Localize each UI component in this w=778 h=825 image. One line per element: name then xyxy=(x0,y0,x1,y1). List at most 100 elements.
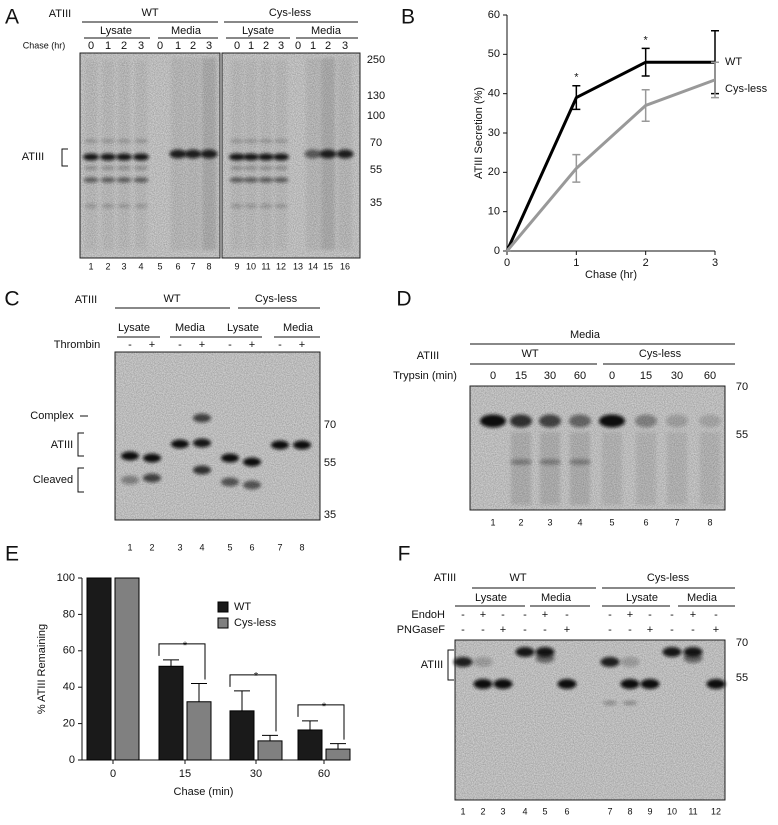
gel-band xyxy=(193,413,211,423)
treatment-time: 30 xyxy=(544,370,556,382)
lane-number: 7 xyxy=(190,261,195,271)
chase-time: 0 xyxy=(234,40,240,52)
mw-marker: 130 xyxy=(367,90,385,102)
gel-band xyxy=(569,459,591,465)
lane-number: 3 xyxy=(177,542,182,552)
gel-band xyxy=(599,414,625,428)
lane-number: 14 xyxy=(308,261,318,271)
y-tick-label: 20 xyxy=(488,166,500,178)
gel-band xyxy=(699,414,721,428)
chase-time: 3 xyxy=(138,40,144,52)
fraction-label: Media xyxy=(687,592,718,604)
chase-label: Chase (hr) xyxy=(23,40,66,50)
y-tick-label: 0 xyxy=(494,245,500,257)
gel-band xyxy=(133,177,149,183)
lane-number: 8 xyxy=(627,806,632,816)
x-tick-label: 1 xyxy=(573,257,579,269)
y-tick-label: 80 xyxy=(63,608,75,620)
gel-band xyxy=(557,679,577,689)
gel-band xyxy=(184,149,202,159)
treatment-sign: - xyxy=(628,624,632,636)
y-tick-label: 10 xyxy=(488,206,500,218)
treatment-sign: - xyxy=(670,609,674,621)
lane-number: 1 xyxy=(460,806,465,816)
lane-smear xyxy=(602,432,622,505)
y-axis-label: % ATIII Remaining xyxy=(36,624,48,714)
gel-band xyxy=(620,657,640,667)
group-label: WT xyxy=(509,572,526,584)
bracket xyxy=(77,432,84,457)
chase-time: 1 xyxy=(105,40,111,52)
lane-number: 8 xyxy=(707,517,712,527)
gel-band xyxy=(101,139,115,143)
treatment-sign: - xyxy=(461,609,465,621)
panel-letter: F xyxy=(398,543,411,566)
significance: * xyxy=(254,671,259,683)
gel-band xyxy=(243,153,259,161)
error-bar xyxy=(302,720,318,730)
x-axis-label: Chase (hr) xyxy=(585,269,637,281)
bar xyxy=(86,577,112,761)
treatment-time: 15 xyxy=(640,370,652,382)
x-tick-label: 0 xyxy=(504,257,510,269)
gel-band xyxy=(336,149,354,159)
y-tick-label: 20 xyxy=(63,718,75,730)
bar xyxy=(186,701,212,761)
panel-letter: B xyxy=(401,6,415,29)
x-axis-label: Chase (min) xyxy=(174,786,234,798)
gel-band xyxy=(319,149,337,159)
gel-band xyxy=(473,657,493,667)
error-bar xyxy=(572,153,581,183)
gel-band xyxy=(539,459,561,465)
lane-number: 3 xyxy=(500,806,505,816)
treatment-sign: + xyxy=(149,339,155,351)
protein-label: ATIII xyxy=(49,8,71,20)
treatment-sign: - xyxy=(648,609,652,621)
lane-number: 7 xyxy=(607,806,612,816)
significance-bracket xyxy=(229,674,277,732)
treatment-label: Thrombin xyxy=(54,339,100,351)
gel-band xyxy=(134,139,148,143)
bar xyxy=(229,710,255,761)
gel-band xyxy=(666,414,688,428)
treatment-sign: - xyxy=(461,624,465,636)
treatment-sign: + xyxy=(627,609,633,621)
protein-label: ATIII xyxy=(434,572,456,584)
gel-band xyxy=(510,414,532,428)
gel-band xyxy=(117,139,131,143)
gel-band xyxy=(293,440,311,450)
lane-number: 9 xyxy=(234,261,239,271)
mw-marker: 70 xyxy=(736,381,748,393)
significance-bracket xyxy=(158,643,206,680)
fraction-label: Lysate xyxy=(475,592,507,604)
chase-time: 2 xyxy=(325,40,331,52)
lane-number: 8 xyxy=(206,261,211,271)
lane-number: 4 xyxy=(577,517,582,527)
mw-marker: 250 xyxy=(367,54,385,66)
lane-number: 11 xyxy=(261,261,270,271)
gel-band xyxy=(569,414,591,428)
panel-letter: A xyxy=(5,6,19,29)
gel-band xyxy=(274,166,288,170)
lane-number: 11 xyxy=(688,806,697,816)
treatment-sign: + xyxy=(690,609,696,621)
lane-number: 6 xyxy=(175,261,180,271)
group-label: Cys-less xyxy=(647,572,690,584)
treatment-sign: - xyxy=(543,624,547,636)
x-tick-label: 30 xyxy=(250,768,262,780)
mw-marker: 55 xyxy=(736,672,748,684)
y-tick-label: 40 xyxy=(63,681,75,693)
treatment-sign: + xyxy=(299,339,305,351)
treatment-time: 0 xyxy=(490,370,496,382)
lane-number: 7 xyxy=(277,542,282,552)
y-axis-label: ATIII Secretion (%) xyxy=(473,87,485,179)
lane-number: 6 xyxy=(643,517,648,527)
treatment-time: 30 xyxy=(671,370,683,382)
treatment-sign: - xyxy=(691,624,695,636)
protein-label: ATIII xyxy=(417,350,439,362)
panel-letter: C xyxy=(4,288,19,311)
x-tick-label: 2 xyxy=(643,257,649,269)
chase-time: 3 xyxy=(278,40,284,52)
lane-number: 1 xyxy=(490,517,495,527)
gel-band xyxy=(244,139,258,143)
